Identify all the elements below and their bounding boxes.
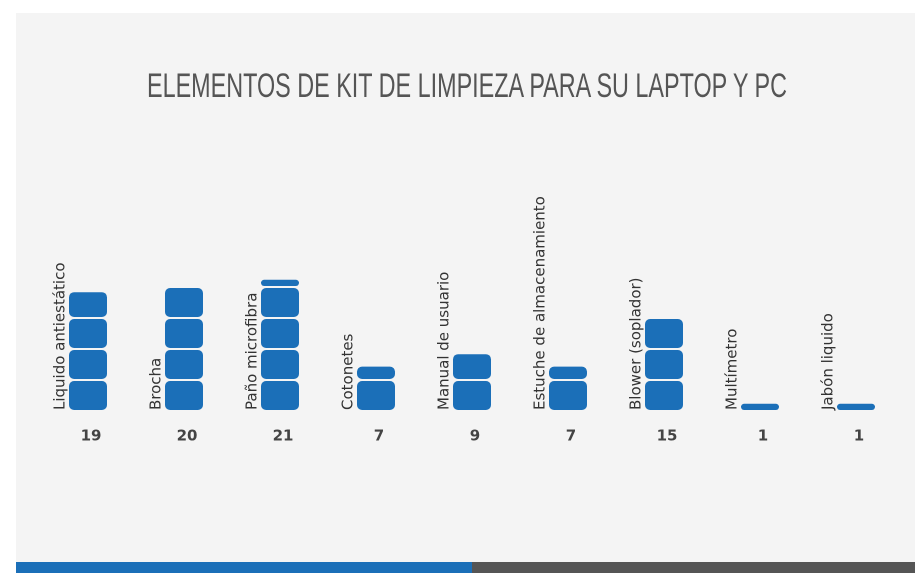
bar-block <box>165 381 203 410</box>
bar-block <box>645 350 683 379</box>
value-label: 1 <box>758 427 768 445</box>
bar-block <box>645 319 683 348</box>
footer-bar-gray <box>472 562 915 573</box>
bar-block <box>453 381 491 410</box>
bar-block <box>165 288 203 317</box>
bar-block <box>357 381 395 410</box>
bar-block <box>69 381 107 410</box>
bar <box>741 403 779 410</box>
value-label: 20 <box>177 427 198 445</box>
bar-block <box>453 354 491 379</box>
value-label: 9 <box>470 427 480 445</box>
chart-title: ELEMENTOS DE KIT DE LIMPIEZA PARA SU LAP… <box>147 67 787 105</box>
value-label: 21 <box>273 427 294 445</box>
bar-block <box>261 350 299 379</box>
bar-block <box>69 292 107 317</box>
value-label: 15 <box>657 427 678 445</box>
bar-block <box>357 366 395 379</box>
category-label: Jabón liquido <box>819 313 837 411</box>
bar-block <box>645 381 683 410</box>
bar <box>453 354 491 410</box>
bar <box>837 403 875 410</box>
bar-block <box>69 350 107 379</box>
bar <box>357 366 395 410</box>
bar <box>645 319 683 410</box>
category-label: Liquido antiestático <box>51 262 69 410</box>
bar-block <box>741 403 779 410</box>
bar <box>165 288 203 410</box>
bar-block <box>261 279 299 286</box>
bar <box>261 279 299 410</box>
value-label: 1 <box>854 427 864 445</box>
category-label: Cotonetes <box>339 333 357 410</box>
value-label: 7 <box>374 427 384 445</box>
category-label: Multímetro <box>723 329 741 410</box>
category-label: Blower (soplador) <box>627 277 645 410</box>
bar-block <box>69 319 107 348</box>
value-label: 7 <box>566 427 576 445</box>
bar <box>549 366 587 410</box>
bar-block <box>549 381 587 410</box>
category-label: Manual de usuario <box>435 272 453 410</box>
bar-block <box>837 403 875 410</box>
bar-block <box>165 319 203 348</box>
value-label: 19 <box>81 427 102 445</box>
footer-bar-blue <box>16 562 472 573</box>
bar-block <box>165 350 203 379</box>
bar-block <box>549 366 587 379</box>
category-label: Brocha <box>147 358 165 410</box>
bar-block <box>261 381 299 410</box>
bar <box>69 292 107 410</box>
category-label: Paño microfibra <box>243 293 261 410</box>
bar-block <box>261 288 299 317</box>
bar-block <box>261 319 299 348</box>
category-label: Estuche de almacenamiento <box>531 196 549 410</box>
